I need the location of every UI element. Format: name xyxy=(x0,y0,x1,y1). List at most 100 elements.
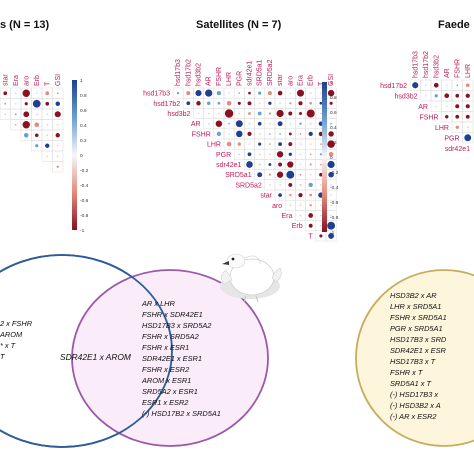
list-item: ESR1 x ESR2 xyxy=(142,398,189,407)
correlation-dot xyxy=(309,193,313,197)
row-label: hsd17b2 xyxy=(380,83,407,90)
correlation-dot xyxy=(34,133,39,138)
column-label: Era xyxy=(298,75,305,86)
row-label: hsd3b2 xyxy=(167,111,190,118)
list-item: FSHR x SDR42E1 xyxy=(142,310,203,319)
column-label: SRD5a2 xyxy=(267,59,274,86)
row-label: AR xyxy=(191,121,201,128)
correlation-dot xyxy=(45,143,50,148)
correlation-dot xyxy=(464,134,472,142)
correlation-dot xyxy=(288,111,293,116)
correlation-dot xyxy=(278,142,282,146)
correlation-dot xyxy=(299,112,302,115)
correlation-dot xyxy=(247,101,252,106)
correlation-dot xyxy=(319,101,323,105)
correlation-dot xyxy=(309,173,312,176)
column-label: star xyxy=(277,74,284,86)
correlation-dot xyxy=(328,171,334,178)
correlation-dot xyxy=(288,152,292,156)
correlation-dot xyxy=(434,94,438,98)
colorbar xyxy=(72,80,77,230)
colorbar-tick: -0.2 xyxy=(80,168,89,174)
list-item: LHR x SRD5A1 xyxy=(390,302,442,311)
row-label: PGR xyxy=(216,152,231,159)
correlation-dot xyxy=(328,151,334,157)
correlation-dot xyxy=(327,160,335,169)
correlation-dot xyxy=(309,204,312,207)
panel-title-center: Satellites (N = 7) xyxy=(196,19,282,31)
correlation-dot xyxy=(32,99,41,108)
correlation-dot xyxy=(45,91,50,96)
colorbar-tick: 0 xyxy=(330,155,333,161)
correlation-dot xyxy=(205,89,213,97)
correlation-dot xyxy=(455,104,460,109)
correlation-dot xyxy=(216,131,222,137)
correlogram-panel: hsd17b3 hsd17b2 hsd3b2 AR FSHR LHR PGR sdr42e1 S… xyxy=(143,59,339,242)
row-label: aro xyxy=(272,203,282,210)
correlation-dot xyxy=(309,122,312,125)
correlation-dot xyxy=(224,109,234,118)
correlation-dot xyxy=(320,163,322,166)
column-label: SRD5a1 xyxy=(257,59,264,86)
correlation-dot xyxy=(330,214,332,217)
list-item: SDR42E1 x ESR1 xyxy=(142,354,202,363)
correlation-dot xyxy=(248,91,251,95)
correlation-dot xyxy=(23,111,30,118)
list-item: (-) HSD17B3 x xyxy=(390,390,439,399)
venn-right-circle xyxy=(71,269,269,447)
row-label: Erb xyxy=(292,223,303,230)
list-item: HSD17B3 x SRD5A2 xyxy=(142,321,212,330)
correlation-dot xyxy=(299,214,302,217)
correlation-dot xyxy=(207,122,210,125)
panel-title-right: Faede xyxy=(438,19,470,31)
correlation-dot xyxy=(258,142,262,146)
correlation-dot xyxy=(319,172,323,177)
correlation-dot xyxy=(257,111,262,116)
correlation-dot xyxy=(289,92,292,94)
column-label: aro xyxy=(23,76,30,86)
correlation-dot xyxy=(14,102,17,105)
column-label: hsd17b3 xyxy=(412,51,419,78)
correlation-dot xyxy=(268,101,272,105)
correlation-dot xyxy=(455,114,460,119)
list-item: SDR42E1 x AROM xyxy=(60,352,131,362)
correlation-dot xyxy=(4,113,7,116)
column-label: aro xyxy=(287,76,294,86)
correlation-dot xyxy=(287,161,294,168)
correlation-dot xyxy=(298,101,303,106)
correlation-dot xyxy=(257,172,263,178)
correlation-dot xyxy=(228,133,230,135)
colorbar-tick: -0.8 xyxy=(80,213,89,219)
correlation-dot xyxy=(268,112,271,115)
colorbar-tick: 0.8 xyxy=(80,93,87,99)
correlation-dot xyxy=(299,183,302,186)
list-item: PGR x SRD5A1 xyxy=(390,324,443,333)
colorbar-tick: 0.8 xyxy=(330,95,337,101)
list-item: (-) HSD17B2 x SRD5A1 xyxy=(142,409,221,418)
correlation-dot xyxy=(267,91,272,96)
correlation-dot xyxy=(320,143,322,145)
correlation-dot xyxy=(228,122,230,125)
correlation-dot xyxy=(14,113,17,116)
correlation-dot xyxy=(308,213,314,218)
correlation-dot xyxy=(412,82,419,89)
correlation-dot xyxy=(319,234,323,238)
correlation-dot xyxy=(247,152,252,157)
column-label: star xyxy=(2,74,9,86)
correlation-dot xyxy=(258,102,261,105)
correlation-dot xyxy=(54,111,61,118)
correlation-dot xyxy=(186,91,191,96)
correlation-dot xyxy=(279,102,281,105)
venn-left-only-list: 2 x FSHR AROM * x T T xyxy=(0,318,32,362)
colorbar-tick: -1 xyxy=(330,230,335,236)
grid-cell xyxy=(325,230,337,242)
correlation-dot xyxy=(330,204,332,207)
correlation-dot xyxy=(236,130,243,138)
colorbar-tick: -0.8 xyxy=(330,215,339,221)
correlation-dot xyxy=(24,102,28,106)
correlation-dot xyxy=(320,204,322,207)
correlation-dot xyxy=(269,122,271,125)
correlation-dot xyxy=(288,142,293,147)
correlation-dot xyxy=(237,142,241,146)
